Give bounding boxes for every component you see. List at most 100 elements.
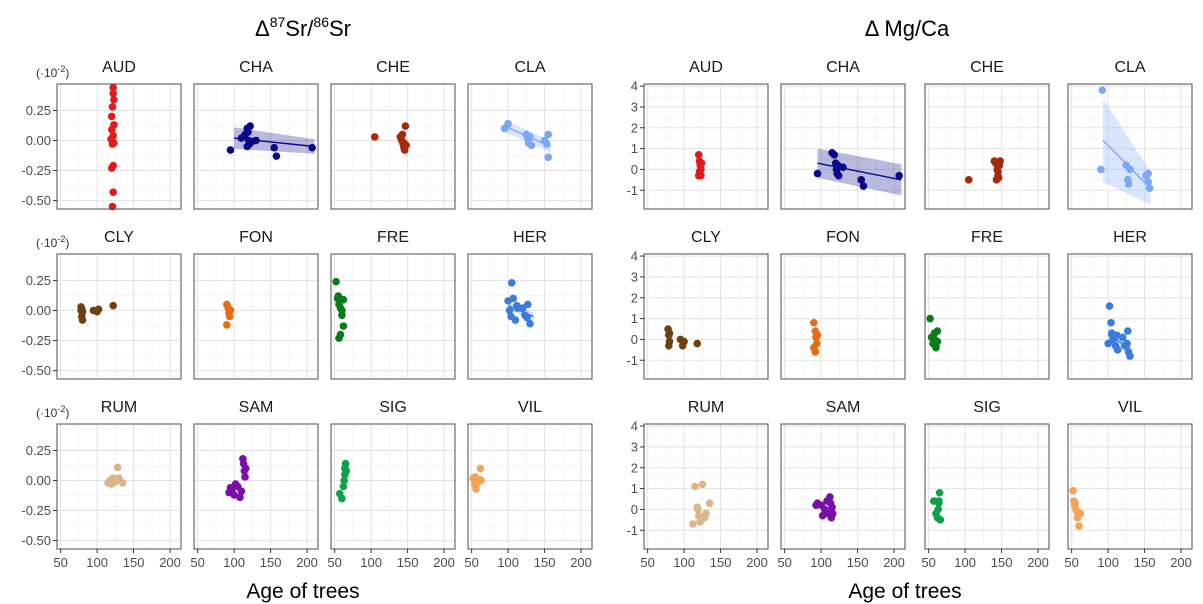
panel-background [331, 84, 455, 209]
data-point [252, 136, 260, 145]
data-point [697, 159, 706, 167]
data-point [996, 157, 1004, 165]
panel-label: RUM [688, 399, 724, 416]
data-point [857, 176, 866, 184]
y-tick-label: -0.50 [21, 533, 51, 548]
panel-border [193, 253, 319, 380]
panel-label: RUM [101, 399, 137, 416]
data-point [476, 464, 485, 473]
data-point [338, 494, 346, 503]
panel-border [643, 423, 769, 550]
panel-background [925, 424, 1049, 549]
data-point [109, 301, 117, 310]
panel-border [56, 423, 182, 550]
data-point [542, 140, 551, 148]
data-point [813, 169, 822, 178]
data-point [811, 348, 820, 356]
data-point [308, 143, 316, 152]
panel-background [1068, 424, 1192, 549]
panel-border [56, 253, 182, 380]
panel-cly: CLY -0.50 -0.25 0.00 0.25 (·10-2) [21, 229, 182, 380]
data-point [509, 294, 518, 303]
panel-background [468, 424, 592, 549]
data-point [118, 479, 127, 487]
panel-border [56, 83, 182, 210]
data-point [1113, 331, 1121, 340]
data-point [339, 322, 348, 330]
panel-border [467, 83, 593, 210]
data-point [401, 122, 410, 130]
panel-background [644, 84, 768, 209]
panel-label: SAM [239, 399, 274, 416]
panel-label: FON [239, 229, 273, 246]
data-point [818, 511, 827, 520]
data-point [935, 497, 943, 505]
data-point [1075, 522, 1083, 530]
data-point [107, 164, 116, 172]
data-point [1144, 178, 1153, 186]
panel-background [781, 254, 905, 379]
panel-vil: VIL 50 100 150 200 [464, 399, 593, 570]
data-point [992, 176, 1001, 184]
data-point [826, 493, 834, 501]
y-tick-label: -0.25 [21, 503, 51, 518]
x-tick-label: 100 [86, 555, 108, 570]
data-point [107, 125, 116, 134]
panel-border [1067, 423, 1193, 550]
data-point [698, 480, 707, 489]
x-tick-label: 100 [673, 555, 695, 570]
data-point [1104, 339, 1112, 348]
x-tick-label: 150 [1134, 555, 1156, 570]
y-tick-label: 0.25 [26, 103, 51, 118]
right-x-axis-title: Age of trees [848, 580, 961, 603]
data-point [694, 151, 703, 159]
data-point [270, 143, 279, 152]
panel-cla: CLA [467, 59, 593, 210]
y-tick-label: 2 [631, 460, 638, 475]
panel-sam: SAM 50 100 150 200 [777, 399, 906, 570]
y-tick-label: 0 [631, 502, 638, 517]
panel-background [331, 254, 455, 379]
y-tick-label: 4 [631, 249, 638, 264]
x-tick-label: 200 [1027, 555, 1049, 570]
panel-border [467, 253, 593, 380]
data-point [77, 306, 85, 315]
panel-her: HER [1067, 229, 1193, 380]
x-tick-label: 50 [640, 555, 654, 570]
panel-background [194, 254, 318, 379]
y-tick-label: -1 [626, 523, 638, 538]
data-point [243, 142, 252, 151]
data-point [694, 511, 703, 520]
y-tick-label: 2 [631, 120, 638, 135]
panel-background [925, 254, 1049, 379]
x-tick-label: 50 [53, 555, 67, 570]
panel-border [1067, 83, 1193, 210]
data-point [505, 306, 514, 315]
panel-background [57, 84, 181, 209]
data-point [693, 339, 702, 348]
data-point [225, 312, 234, 321]
data-point [1124, 180, 1133, 188]
x-tick-label: 150 [260, 555, 282, 570]
unit-label: (·10-2) [36, 64, 69, 80]
x-tick-label: 100 [954, 555, 976, 570]
data-point [933, 327, 942, 335]
panel-background [57, 424, 181, 549]
data-point [398, 130, 407, 139]
x-tick-label: 50 [190, 555, 204, 570]
data-point [1118, 333, 1127, 342]
regression-line [817, 162, 902, 181]
data-point [1124, 327, 1132, 335]
x-tick-label: 150 [397, 555, 419, 570]
panel-border [643, 83, 769, 210]
data-point [689, 520, 697, 528]
data-point [1076, 509, 1085, 518]
panel-border [780, 423, 906, 550]
y-tick-label: 1 [631, 481, 638, 496]
data-point [544, 130, 553, 139]
data-point [107, 112, 116, 121]
y-tick-label: 2 [631, 290, 638, 305]
panel-che: CHE [924, 59, 1050, 210]
data-point [477, 476, 485, 485]
data-point [504, 119, 512, 128]
